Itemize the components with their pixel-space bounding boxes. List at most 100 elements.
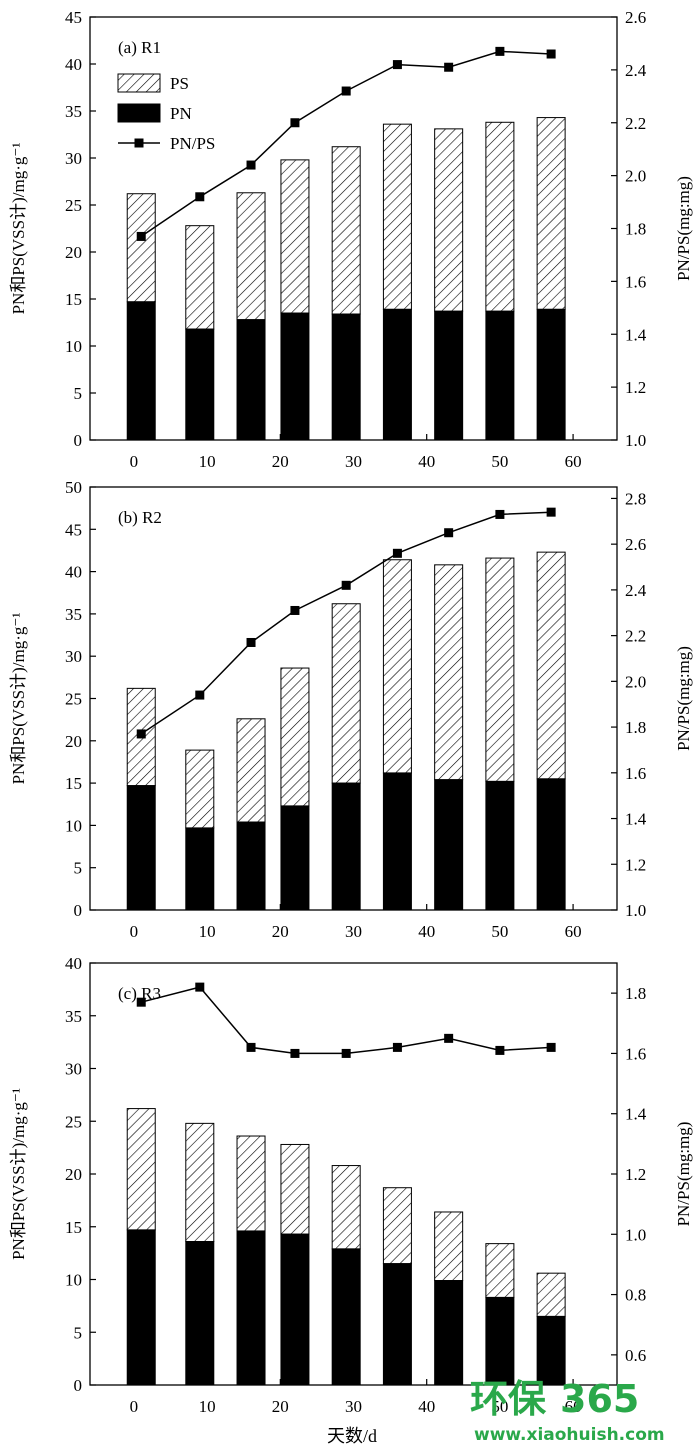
bar-ps-c-6 [434, 1211, 464, 1282]
ytick-left-label-a-1: 5 [74, 384, 83, 403]
bar-pn-a-5 [382, 308, 412, 441]
bar-pn-a-7 [485, 310, 515, 441]
ytick-left-label-c-0: 0 [74, 1376, 83, 1395]
y-axis-left-title-c: PN和PS(VSS计)/mg·g⁻¹ [9, 1088, 28, 1260]
bar-pn-b-3 [280, 805, 310, 911]
y-axis-right-title-b: PN/PS(mg:mg) [674, 646, 693, 751]
ytick-right-label-a-3: 1.6 [625, 272, 646, 291]
bar-ps-c-2 [236, 1135, 266, 1232]
bar-ps-a-3 [280, 159, 310, 314]
ytick-right-label-b-1: 1.2 [625, 855, 646, 874]
panel-label-c: (c) R3 [118, 984, 161, 1003]
ytick-right-label-b-7: 2.4 [625, 581, 647, 600]
ytick-right-label-b-6: 2.2 [625, 627, 646, 646]
ytick-left-label-a-2: 10 [65, 337, 82, 356]
bar-ps-c-0 [126, 1108, 156, 1231]
bar-ps-c-8 [536, 1272, 566, 1317]
bar-pn-b-5 [382, 772, 412, 911]
ytick-left-label-c-5: 25 [65, 1112, 82, 1131]
xtick-label-b-4: 40 [418, 922, 435, 941]
point-ratio-b-2 [246, 637, 256, 647]
point-ratio-a-5 [392, 60, 402, 70]
bar-ps-a-0 [126, 193, 156, 303]
xtick-label-b-0: 0 [130, 922, 139, 941]
bar-ps-a-5 [382, 123, 412, 310]
bar-pn-b-1 [185, 827, 215, 911]
point-ratio-b-7 [495, 509, 505, 519]
ytick-right-label-a-0: 1.0 [625, 431, 646, 450]
ytick-left-label-a-5: 25 [65, 196, 82, 215]
xtick-label-b-2: 20 [272, 922, 289, 941]
point-ratio-a-4 [341, 86, 351, 96]
ytick-left-label-b-2: 10 [65, 816, 82, 835]
bar-pn-c-2 [236, 1230, 266, 1386]
bar-ps-c-3 [280, 1143, 310, 1235]
point-ratio-a-1 [195, 192, 205, 202]
point-ratio-a-0 [136, 231, 146, 241]
panel-label-b: (b) R2 [118, 508, 162, 527]
ytick-right-label-a-4: 1.8 [625, 220, 646, 239]
bar-ps-a-7 [485, 121, 515, 312]
bar-pn-b-7 [485, 780, 515, 911]
bar-pn-b-8 [536, 778, 566, 911]
xtick-label-a-4: 40 [418, 452, 435, 471]
bar-ps-b-1 [185, 749, 215, 829]
panel-label-a: (a) R1 [118, 38, 161, 57]
bar-pn-a-4 [331, 313, 361, 441]
bar-ps-b-7 [485, 557, 515, 782]
ytick-right-label-b-3: 1.6 [625, 764, 646, 783]
xtick-label-b-3: 30 [345, 922, 362, 941]
ytick-right-label-c-4: 1.4 [625, 1105, 647, 1124]
point-ratio-b-0 [136, 729, 146, 739]
bar-ps-b-5 [382, 559, 412, 774]
bar-ps-b-2 [236, 718, 266, 823]
y-axis-right-title-c: PN/PS(mg:mg) [674, 1122, 693, 1227]
bar-pn-c-8 [536, 1315, 566, 1386]
bar-pn-c-4 [331, 1248, 361, 1386]
bar-ps-a-2 [236, 192, 266, 321]
x-axis-title: 天数/d [327, 1426, 377, 1446]
ytick-right-label-a-5: 2.0 [625, 167, 646, 186]
point-ratio-b-1 [195, 690, 205, 700]
point-ratio-c-3 [290, 1048, 300, 1058]
bar-ps-b-4 [331, 603, 361, 784]
point-ratio-c-6 [444, 1033, 454, 1043]
point-ratio-a-2 [246, 160, 256, 170]
ytick-right-label-b-4: 1.8 [625, 718, 646, 737]
xtick-label-c-5: 50 [491, 1397, 508, 1416]
ytick-right-label-c-1: 0.8 [625, 1286, 646, 1305]
watermark-url: www.xiaohuish.com [474, 1425, 665, 1445]
point-ratio-b-8 [546, 507, 556, 517]
xtick-label-b-6: 60 [565, 922, 582, 941]
point-ratio-b-4 [341, 580, 351, 590]
ytick-right-label-b-2: 1.4 [625, 810, 647, 829]
bar-pn-a-8 [536, 308, 566, 441]
ytick-left-label-a-9: 45 [65, 8, 82, 27]
bar-pn-c-0 [126, 1229, 156, 1386]
ytick-left-label-a-4: 20 [65, 243, 82, 262]
bar-ps-a-6 [434, 128, 464, 312]
y-axis-left-title-b: PN和PS(VSS计)/mg·g⁻¹ [9, 613, 28, 785]
bar-ps-a-1 [185, 225, 215, 330]
xtick-label-a-5: 50 [491, 452, 508, 471]
bar-pn-b-2 [236, 821, 266, 911]
bar-ps-c-1 [185, 1122, 215, 1243]
xtick-label-a-6: 60 [565, 452, 582, 471]
bar-pn-a-0 [126, 301, 156, 441]
point-ratio-a-3 [290, 118, 300, 128]
ytick-right-label-c-2: 1.0 [625, 1225, 646, 1244]
point-ratio-c-0 [136, 997, 146, 1007]
ytick-right-label-a-1: 1.2 [625, 378, 646, 397]
ytick-left-label-a-7: 35 [65, 102, 82, 121]
ytick-right-label-a-7: 2.4 [625, 61, 647, 80]
legend-label-0: PS [170, 74, 189, 93]
bar-pn-c-6 [434, 1280, 464, 1386]
point-ratio-c-5 [392, 1042, 402, 1052]
ytick-left-label-b-9: 45 [65, 520, 82, 539]
bar-pn-c-5 [382, 1263, 412, 1386]
xtick-label-c-2: 20 [272, 1397, 289, 1416]
ytick-right-label-b-0: 1.0 [625, 901, 646, 920]
ytick-left-label-b-10: 50 [65, 478, 82, 497]
point-ratio-b-6 [444, 528, 454, 538]
